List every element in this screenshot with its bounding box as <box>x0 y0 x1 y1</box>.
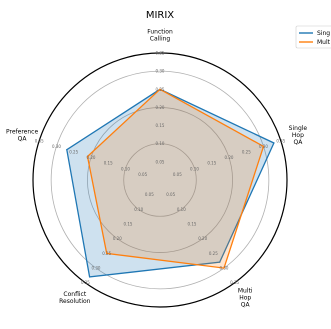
point-sing-3 <box>89 276 91 278</box>
tick-label: 0.15 <box>188 222 197 227</box>
series-fill-sing <box>66 89 274 277</box>
tick-label: 0.05 <box>173 172 182 177</box>
tick-label: 0.30 <box>156 69 165 74</box>
tick-label: 0.25 <box>102 251 111 256</box>
axis-label-2: Multi Hop QA <box>238 287 253 308</box>
axis-label-1: Single Hop QA <box>289 125 308 146</box>
tick-label: 0.25 <box>242 150 251 155</box>
series-fill-mult <box>87 89 264 269</box>
tick-label: 0.35 <box>156 51 165 56</box>
point-mult-5 <box>159 88 161 90</box>
tick-label: 0.20 <box>87 155 96 160</box>
tick-label: 0.05 <box>166 192 175 197</box>
axis-labels: Single Hop QA Multi Hop QA Conflict Resolution P… <box>6 29 307 309</box>
tick-label: 0.30 <box>92 266 101 271</box>
tick-label: 0.05 <box>145 192 154 197</box>
legend-label-mult: Mult <box>317 39 331 46</box>
tick-label: 0.20 <box>225 155 234 160</box>
tick-label: 0.35 <box>81 280 90 285</box>
tick-label: 0.25 <box>69 150 78 155</box>
tick-label: 0.15 <box>104 161 113 166</box>
point-sing-4 <box>66 149 68 151</box>
tick-label: 0.15 <box>124 222 133 227</box>
axis-label-5: Function Calling <box>147 29 173 43</box>
tick-label: 0.35 <box>276 138 285 143</box>
point-mult-3 <box>106 252 108 254</box>
tick-label: 0.25 <box>156 87 165 92</box>
tick-label: 0.10 <box>190 166 199 171</box>
series-areas <box>66 88 275 278</box>
radar-grid <box>32 52 288 308</box>
point-mult-2 <box>223 267 225 269</box>
tick-label: 0.05 <box>138 172 147 177</box>
tick-label: 0.15 <box>207 161 216 166</box>
point-sing-2 <box>219 261 221 263</box>
chart-title: MIRIX <box>146 10 174 21</box>
point-sing-1 <box>273 142 275 144</box>
tick-labels: 0.05 0.10 0.15 0.20 0.25 0.30 0.35 0.05 0.10 0.15… <box>35 51 286 286</box>
point-mult-1 <box>262 145 265 147</box>
tick-label: 0.30 <box>52 144 61 149</box>
tick-label: 0.10 <box>177 207 186 212</box>
grid-ring-2 <box>87 107 233 253</box>
series-line-sing <box>66 88 275 278</box>
tick-label: 0.10 <box>156 141 165 146</box>
tick-label: 0.25 <box>209 251 218 256</box>
axis-label-3: Conflict Resolution <box>59 291 91 305</box>
axis-label-4: Preference QA <box>6 129 38 143</box>
tick-label: 0.30 <box>259 144 268 149</box>
grid-ring-1 <box>123 143 197 217</box>
tick-label: 0.20 <box>198 236 207 241</box>
tick-label: 0.05 <box>156 159 165 164</box>
tick-label: 0.30 <box>220 266 229 271</box>
grid-ring-3 <box>50 70 270 290</box>
tick-label: 0.35 <box>230 280 239 285</box>
tick-label: 0.10 <box>121 166 130 171</box>
tick-label: 0.35 <box>35 138 44 143</box>
legend-label-sing: Sing <box>317 30 330 37</box>
series-line-mult <box>86 88 265 269</box>
outer-ring <box>32 52 288 308</box>
tick-label: 0.10 <box>134 207 143 212</box>
tick-label: 0.20 <box>113 236 122 241</box>
tick-label: 0.15 <box>156 123 165 128</box>
point-mult-4 <box>86 155 89 158</box>
tick-label: 0.20 <box>156 105 165 110</box>
legend: Sing Mult <box>295 25 331 49</box>
